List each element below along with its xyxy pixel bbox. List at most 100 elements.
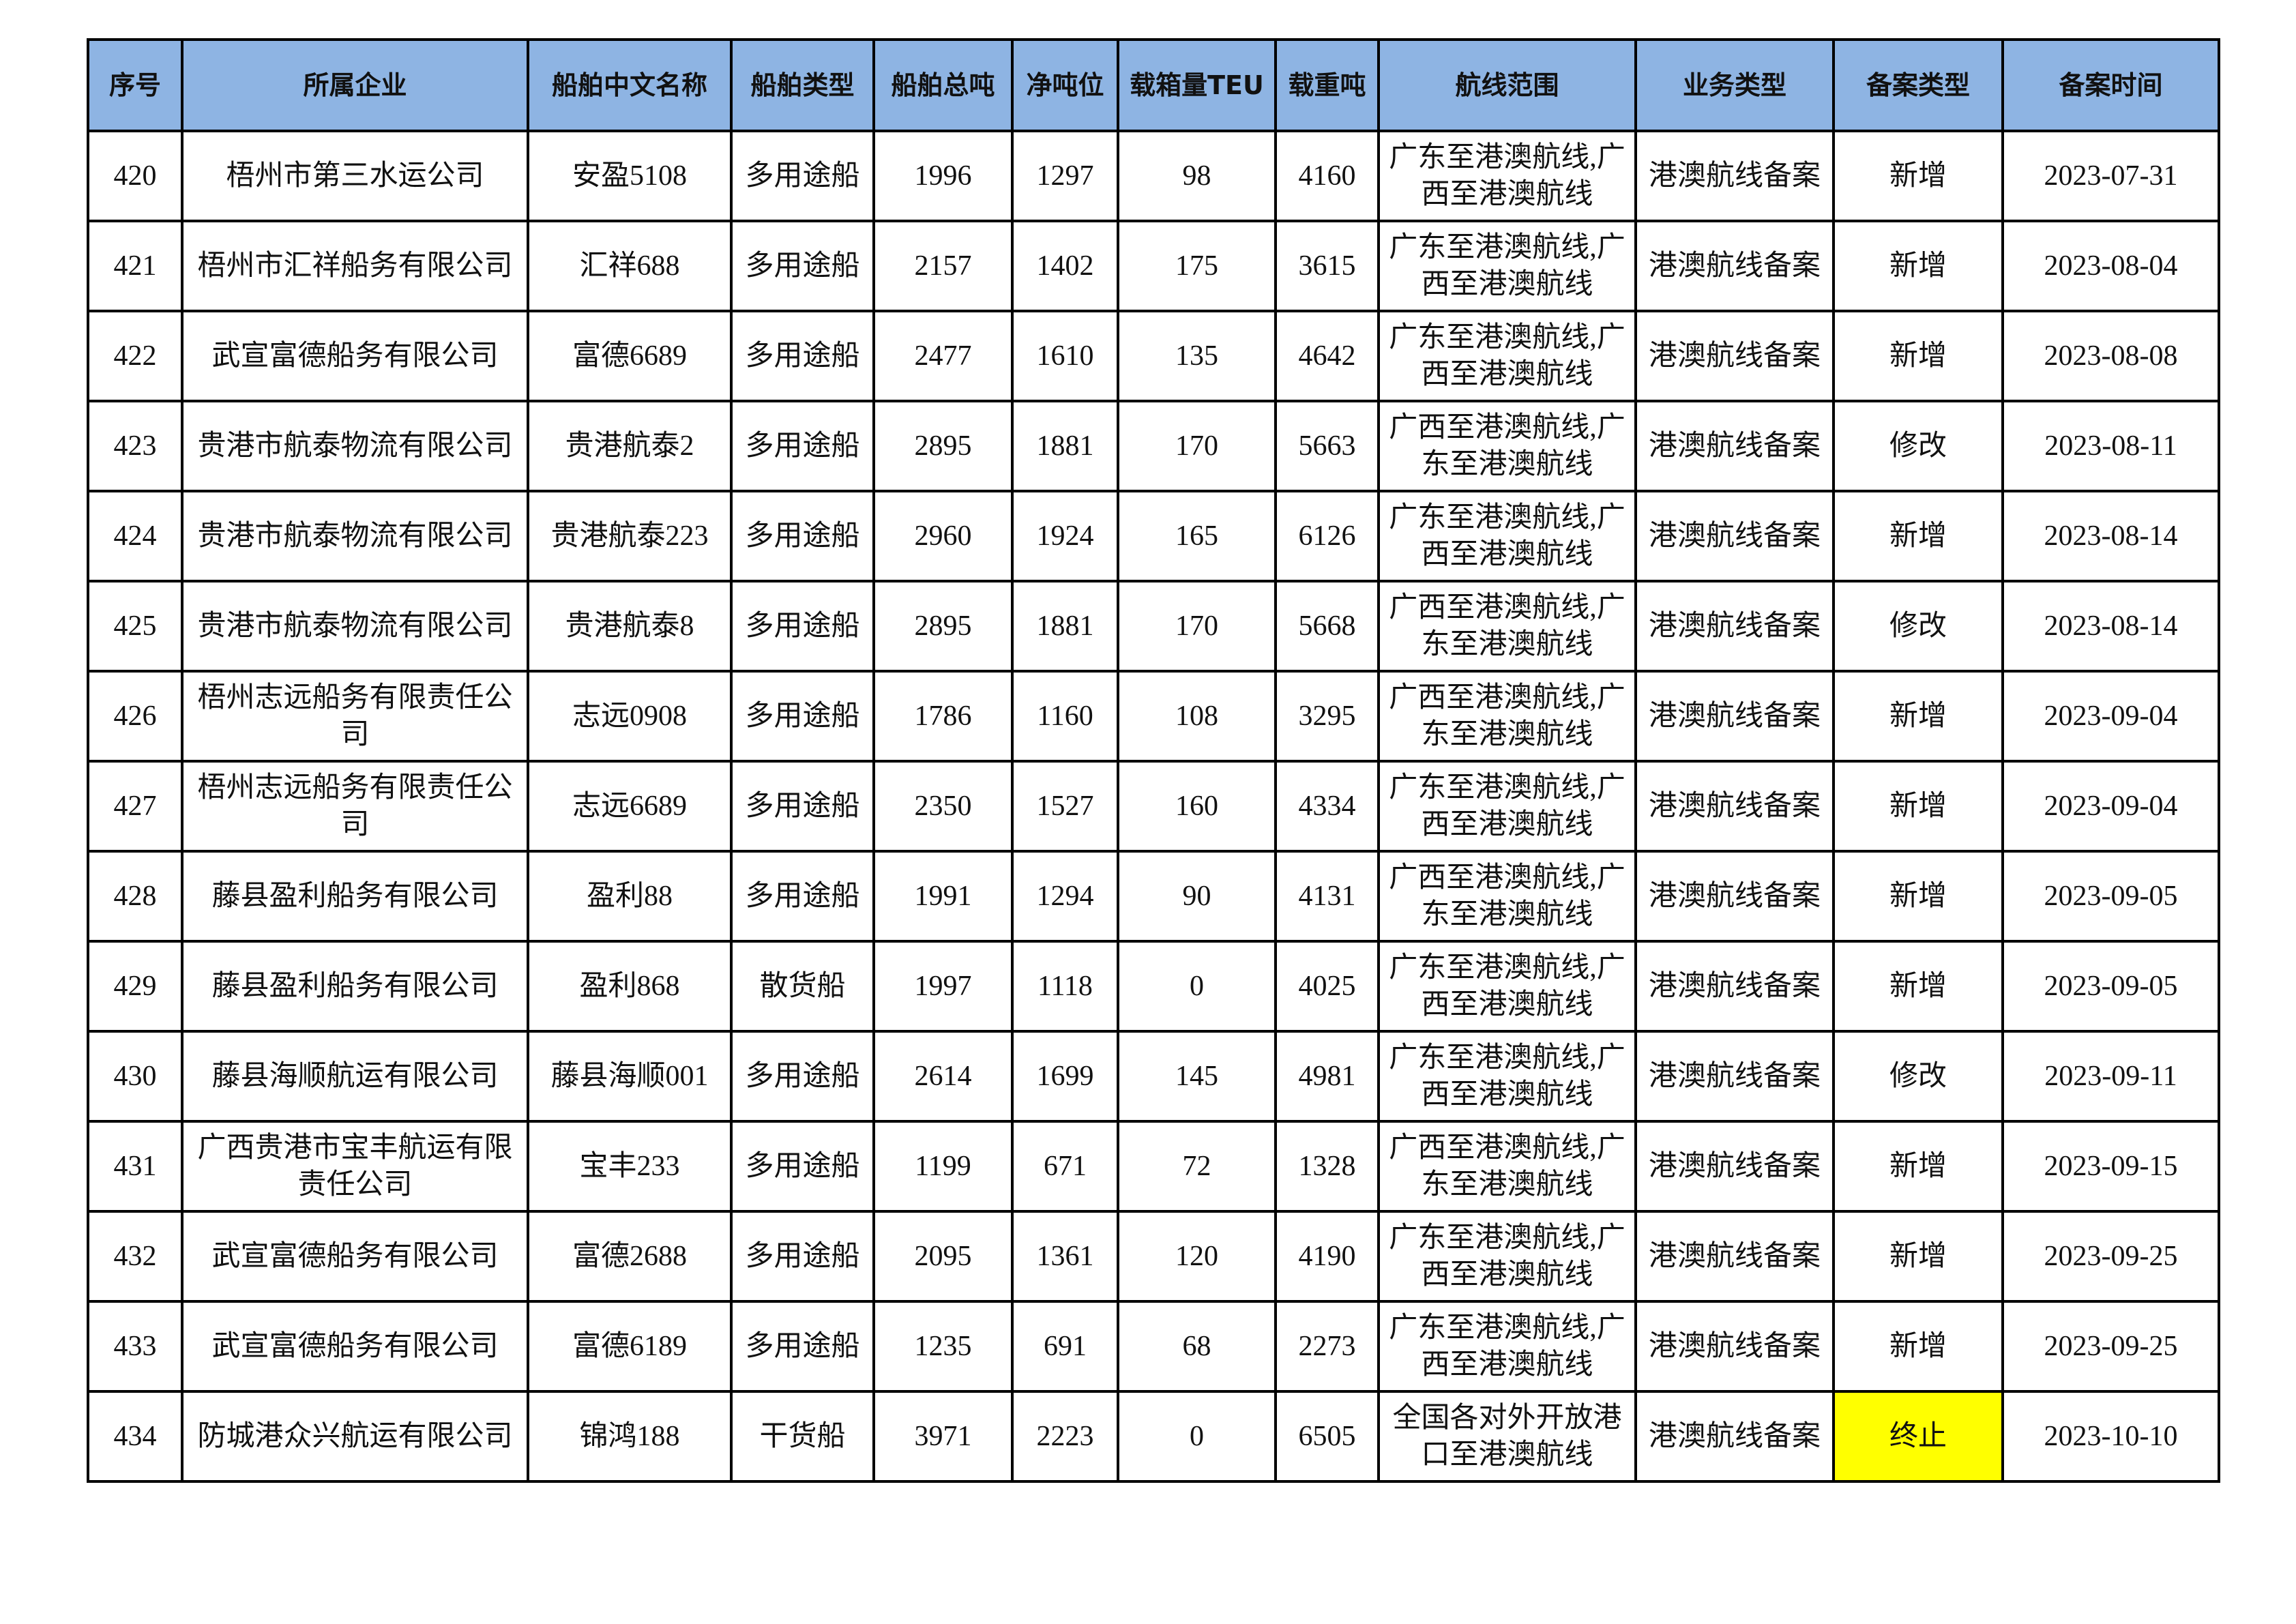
cell-ship-name: 盈利88 xyxy=(527,850,733,943)
cell-teu-capacity: 175 xyxy=(1117,220,1277,312)
cell-route-scope: 广东至港澳航线,广西至港澳航线 xyxy=(1377,1030,1637,1123)
cell-deadweight: 4160 xyxy=(1274,130,1380,222)
cell-net-tonnage: 671 xyxy=(1011,1120,1119,1213)
cell-deadweight: 4131 xyxy=(1274,850,1380,943)
column-header-teu-capacity: 载箱量TEU xyxy=(1117,38,1277,132)
cell-ship-name: 汇祥688 xyxy=(527,220,733,312)
cell-teu-capacity: 120 xyxy=(1117,1210,1277,1303)
cell-gross-tonnage: 2095 xyxy=(872,1210,1014,1303)
cell-seq: 421 xyxy=(87,220,183,312)
cell-ship-type: 干货船 xyxy=(730,1390,875,1483)
cell-seq: 432 xyxy=(87,1210,183,1303)
cell-ship-name: 盈利868 xyxy=(527,940,733,1033)
cell-net-tonnage: 2223 xyxy=(1011,1390,1119,1483)
table-row: 422 武宣富德船务有限公司 富德6689 多用途船 2477 1610 135 4642 广东… xyxy=(87,310,2220,402)
cell-ship-type: 多用途船 xyxy=(730,130,875,222)
table-row: 423 贵港市航泰物流有限公司 贵港航泰2 多用途船 2895 1881 170 5663 广西… xyxy=(87,400,2220,492)
cell-teu-capacity: 72 xyxy=(1117,1120,1277,1213)
cell-company: 武宣富德船务有限公司 xyxy=(181,1300,529,1393)
column-header-gross-tonnage: 船舶总吨 xyxy=(872,38,1014,132)
cell-filing-date: 2023-10-10 xyxy=(2001,1390,2220,1483)
cell-deadweight: 5663 xyxy=(1274,400,1380,492)
cell-gross-tonnage: 1786 xyxy=(872,670,1014,763)
column-header-business-type: 业务类型 xyxy=(1634,38,1835,132)
column-header-ship-name: 船舶中文名称 xyxy=(527,38,733,132)
ship-filing-table: 序号 所属企业 船舶中文名称 船舶类型 船舶总吨 净吨位 载箱量TEU 载重吨 航线范围 业务类型… xyxy=(87,38,2220,1483)
cell-ship-type: 多用途船 xyxy=(730,580,875,673)
cell-business-type: 港澳航线备案 xyxy=(1634,850,1835,943)
cell-filing-date: 2023-08-04 xyxy=(2001,220,2220,312)
cell-business-type: 港澳航线备案 xyxy=(1634,940,1835,1033)
cell-route-scope: 广西至港澳航线,广东至港澳航线 xyxy=(1377,670,1637,763)
cell-ship-name: 富德6689 xyxy=(527,310,733,402)
cell-ship-type: 多用途船 xyxy=(730,400,875,492)
cell-filing-date: 2023-09-11 xyxy=(2001,1030,2220,1123)
cell-deadweight: 4981 xyxy=(1274,1030,1380,1123)
table-row: 421 梧州市汇祥船务有限公司 汇祥688 多用途船 2157 1402 175 3615 广东… xyxy=(87,220,2220,312)
cell-filing-date: 2023-08-14 xyxy=(2001,580,2220,673)
cell-gross-tonnage: 2960 xyxy=(872,490,1014,582)
cell-business-type: 港澳航线备案 xyxy=(1634,1210,1835,1303)
cell-gross-tonnage: 1997 xyxy=(872,940,1014,1033)
cell-filing-type: 修改 xyxy=(1832,580,2004,673)
cell-filing-date: 2023-09-04 xyxy=(2001,670,2220,763)
cell-gross-tonnage: 2895 xyxy=(872,580,1014,673)
cell-net-tonnage: 1361 xyxy=(1011,1210,1119,1303)
cell-teu-capacity: 68 xyxy=(1117,1300,1277,1393)
cell-ship-type: 多用途船 xyxy=(730,490,875,582)
cell-route-scope: 广西至港澳航线,广东至港澳航线 xyxy=(1377,850,1637,943)
cell-gross-tonnage: 1991 xyxy=(872,850,1014,943)
table-row: 427 梧州志远船务有限责任公司 志远6689 多用途船 2350 1527 160 4334… xyxy=(87,760,2220,853)
cell-company: 梧州市汇祥船务有限公司 xyxy=(181,220,529,312)
table-row: 424 贵港市航泰物流有限公司 贵港航泰223 多用途船 2960 1924 165 6126… xyxy=(87,490,2220,582)
cell-ship-type: 多用途船 xyxy=(730,1300,875,1393)
cell-filing-date: 2023-09-15 xyxy=(2001,1120,2220,1213)
cell-ship-type: 多用途船 xyxy=(730,760,875,853)
cell-seq: 428 xyxy=(87,850,183,943)
cell-filing-date: 2023-08-11 xyxy=(2001,400,2220,492)
cell-ship-type: 多用途船 xyxy=(730,670,875,763)
cell-company: 藤县海顺航运有限公司 xyxy=(181,1030,529,1123)
cell-deadweight: 4334 xyxy=(1274,760,1380,853)
cell-ship-name: 贵港航泰2 xyxy=(527,400,733,492)
cell-business-type: 港澳航线备案 xyxy=(1634,1300,1835,1393)
cell-route-scope: 全国各对外开放港口至港澳航线 xyxy=(1377,1390,1637,1483)
cell-filing-type: 新增 xyxy=(1832,490,2004,582)
cell-ship-name: 贵港航泰8 xyxy=(527,580,733,673)
cell-seq: 429 xyxy=(87,940,183,1033)
cell-filing-type: 新增 xyxy=(1832,670,2004,763)
column-header-route-scope: 航线范围 xyxy=(1377,38,1637,132)
cell-teu-capacity: 170 xyxy=(1117,580,1277,673)
cell-business-type: 港澳航线备案 xyxy=(1634,670,1835,763)
cell-business-type: 港澳航线备案 xyxy=(1634,220,1835,312)
cell-business-type: 港澳航线备案 xyxy=(1634,580,1835,673)
cell-route-scope: 广东至港澳航线,广西至港澳航线 xyxy=(1377,1300,1637,1393)
table-header-row: 序号 所属企业 船舶中文名称 船舶类型 船舶总吨 净吨位 载箱量TEU 载重吨 航线范围 业务类型… xyxy=(87,38,2220,132)
cell-route-scope: 广东至港澳航线,广西至港澳航线 xyxy=(1377,130,1637,222)
table-row: 431 广西贵港市宝丰航运有限责任公司 宝丰233 多用途船 1199 671 72 1328… xyxy=(87,1120,2220,1213)
cell-net-tonnage: 691 xyxy=(1011,1300,1119,1393)
cell-route-scope: 广东至港澳航线,广西至港澳航线 xyxy=(1377,760,1637,853)
cell-gross-tonnage: 1235 xyxy=(872,1300,1014,1393)
cell-filing-type: 新增 xyxy=(1832,1300,2004,1393)
column-header-filing-type: 备案类型 xyxy=(1832,38,2004,132)
cell-route-scope: 广东至港澳航线,广西至港澳航线 xyxy=(1377,940,1637,1033)
cell-net-tonnage: 1160 xyxy=(1011,670,1119,763)
cell-ship-name: 锦鸿188 xyxy=(527,1390,733,1483)
cell-company: 武宣富德船务有限公司 xyxy=(181,1210,529,1303)
cell-gross-tonnage: 1199 xyxy=(872,1120,1014,1213)
table-row: 420 梧州市第三水运公司 安盈5108 多用途船 1996 1297 98 4160 广东至港… xyxy=(87,130,2220,222)
cell-ship-name: 富德6189 xyxy=(527,1300,733,1393)
cell-business-type: 港澳航线备案 xyxy=(1634,130,1835,222)
cell-teu-capacity: 170 xyxy=(1117,400,1277,492)
table-row: 428 藤县盈利船务有限公司 盈利88 多用途船 1991 1294 90 4131 广西至港澳… xyxy=(87,850,2220,943)
table-row: 432 武宣富德船务有限公司 富德2688 多用途船 2095 1361 120 4190 广东… xyxy=(87,1210,2220,1303)
cell-route-scope: 广东至港澳航线,广西至港澳航线 xyxy=(1377,490,1637,582)
cell-ship-name: 藤县海顺001 xyxy=(527,1030,733,1123)
cell-seq: 425 xyxy=(87,580,183,673)
cell-teu-capacity: 145 xyxy=(1117,1030,1277,1123)
cell-deadweight: 4642 xyxy=(1274,310,1380,402)
cell-seq: 430 xyxy=(87,1030,183,1123)
cell-deadweight: 4190 xyxy=(1274,1210,1380,1303)
cell-ship-name: 志远6689 xyxy=(527,760,733,853)
